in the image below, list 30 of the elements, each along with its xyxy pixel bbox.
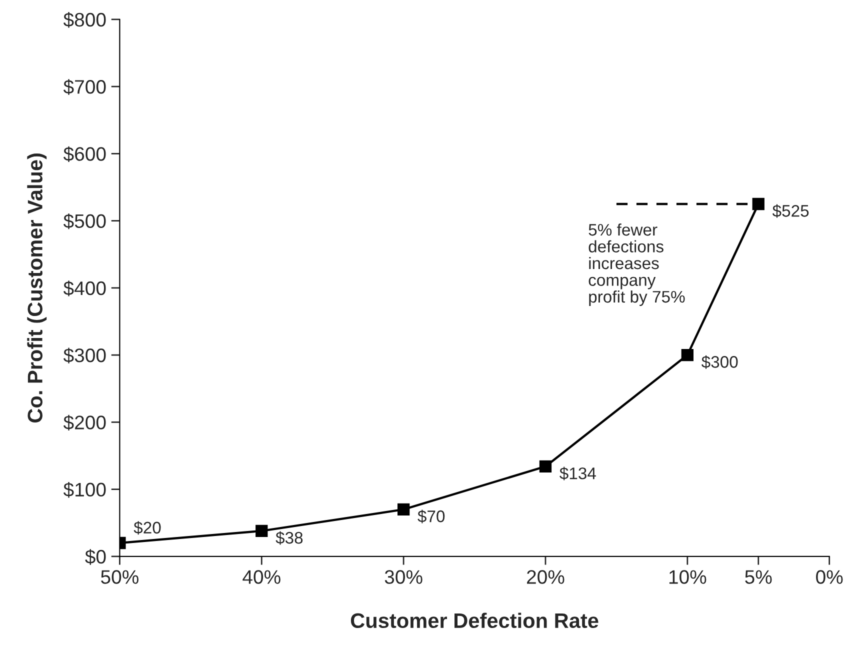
data-label: $134 (560, 466, 596, 480)
point (397, 503, 410, 516)
data-label: $300 (701, 355, 738, 369)
y-tick-label: $200 (63, 414, 106, 431)
x-tick-label: 40% (242, 570, 280, 584)
point (752, 198, 764, 210)
data-label: $38 (276, 531, 303, 545)
y-tick-label: $800 (63, 12, 106, 28)
y-tick-label: $0 (85, 549, 106, 565)
data-label: $525 (772, 204, 809, 218)
point (681, 348, 694, 362)
x-tick-label: 50% (101, 570, 138, 584)
x-tick-label: 0% (816, 570, 843, 584)
data-label: $70 (418, 510, 445, 524)
point (539, 460, 552, 473)
x-axis-title: Customer Defection Rate (350, 612, 598, 628)
y-axis-title: Co. Profit (Customer Value) (27, 154, 47, 422)
x-tick-label: 5% (745, 570, 772, 584)
y-tick-label: $600 (63, 146, 106, 162)
x-tick-label: 30% (384, 570, 422, 584)
data-label: $20 (134, 521, 161, 535)
x-tick-label: 20% (527, 570, 564, 584)
y-tick-label: $700 (63, 79, 106, 95)
annotation: 5% fewer defections increases company profit by 75% (588, 223, 685, 306)
y-tick-label: $100 (63, 482, 106, 498)
y-tick-label: $500 (63, 213, 106, 230)
y-tick-label: $400 (63, 280, 106, 296)
x-tick-label: 10% (669, 570, 706, 584)
point (256, 524, 268, 537)
y-tick-label: $300 (63, 348, 106, 364)
